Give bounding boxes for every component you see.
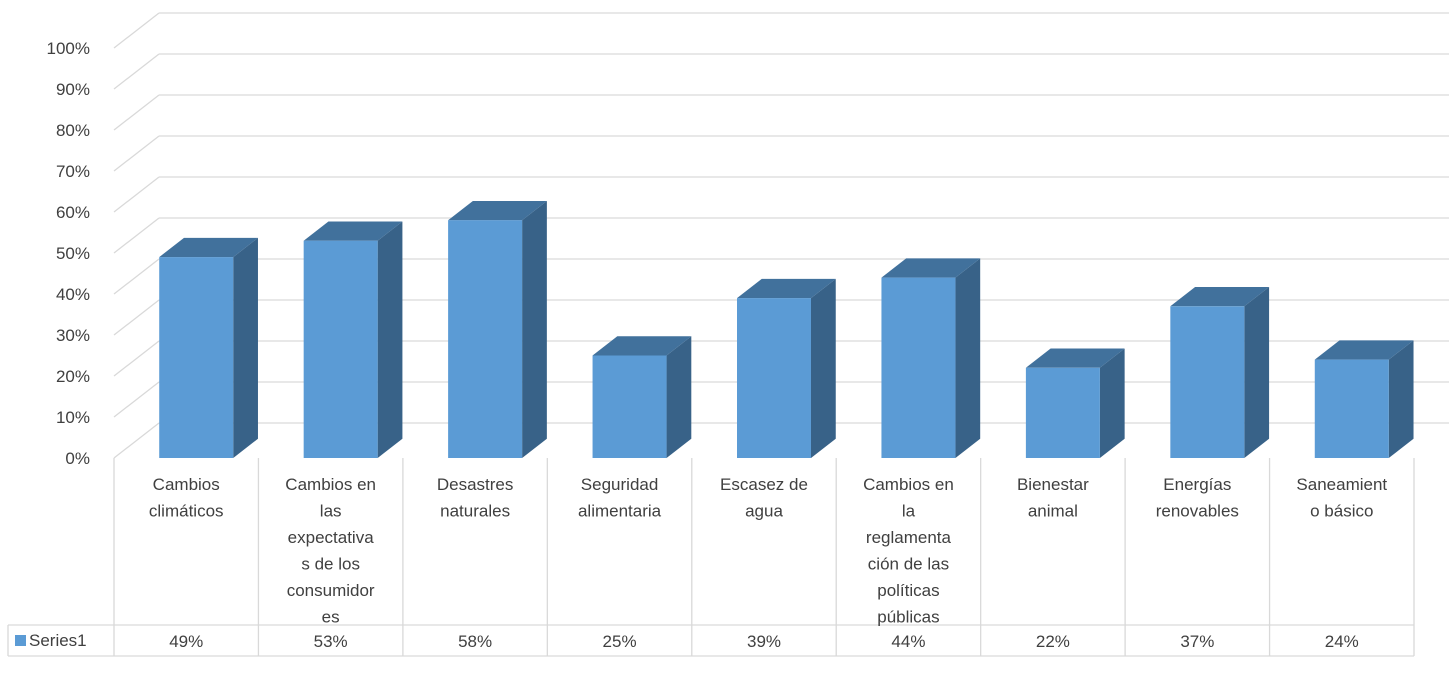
gridline-side [113,94,160,131]
bar [448,200,547,458]
x-tick-label: Escasez de agua [720,475,808,521]
gridline-side [113,135,160,172]
bar [1314,340,1414,458]
y-tick-label: 20% [56,367,90,386]
data-table: Cambios climáticos Cambios en las expectativ… [7,458,1415,657]
x-tick-label: Desastres naturales [437,475,514,521]
bar [737,278,836,458]
x-tick-label: Saneamient o básico [1296,475,1387,521]
data-label: 44% [891,632,925,651]
x-tick-label: Cambios en la reglamenta ción de las polític… [863,475,954,627]
bars [159,200,1414,458]
bar-top [1025,348,1125,368]
y-tick-label: 80% [56,121,90,140]
bar-side [811,278,836,458]
bar-side [233,237,258,458]
gridline-side [113,217,160,254]
bar-front [303,240,378,458]
bar-top [448,200,547,221]
y-tick-label: 100% [47,39,90,58]
bar-side [377,221,403,458]
x-tick-label: Cambios climáticos [149,475,224,521]
bar [303,221,403,458]
gridline-side [113,12,160,49]
y-tick-label: 40% [56,285,90,304]
bar-top [592,336,692,356]
bar-front [448,220,523,458]
gridline-side [113,340,160,377]
bar-top [159,237,258,258]
gridline-side [113,176,160,213]
y-tick-label: 70% [56,162,90,181]
legend-series-name: Series1 [29,631,87,650]
bar-front [1025,367,1100,458]
y-tick-label: 10% [56,408,90,427]
data-label: 49% [169,632,203,651]
bar-side [955,258,981,458]
bar-top [303,221,403,241]
data-label: 25% [603,632,637,651]
bar-front [1314,359,1389,458]
data-label: 37% [1180,632,1214,651]
y-axis: 0% 10% 20% 30% 40% 50% 60% 70% 80% 90% 100% [47,39,90,468]
bar [592,336,692,458]
bar-top [737,278,836,299]
bar-top [1314,340,1414,360]
bar-side [666,336,692,458]
bar-side [1244,287,1270,458]
bar [881,258,981,458]
bar-top [1170,287,1270,307]
bar [159,237,258,458]
y-tick-label: 60% [56,203,90,222]
x-tick-label: Cambios en las expectativa s de los consumid… [285,475,376,627]
data-label: 53% [314,632,348,651]
data-label: 24% [1325,632,1359,651]
bar-top [881,258,981,278]
gridline-side [113,53,160,90]
bar-side [1388,340,1414,458]
data-label: 39% [747,632,781,651]
gridline-side [113,381,160,418]
x-tick-label: Seguridad alimentaria [578,475,662,521]
gridline-side [113,299,160,336]
bar [1025,348,1125,458]
bar-front [159,257,234,458]
bar-front [881,277,956,458]
y-tick-label: 0% [65,449,90,468]
data-label: 22% [1036,632,1070,651]
x-tick-label: Bienestar animal [1017,475,1089,521]
data-label: 58% [458,632,492,651]
y-tick-label: 30% [56,326,90,345]
bar-side [1099,348,1125,458]
legend-key [15,635,26,646]
gridline-side [113,422,160,459]
x-tick-label: Energías renovables [1156,475,1239,521]
bar-side [522,200,547,458]
bar [1170,287,1270,458]
bar-front [737,298,811,458]
y-tick-label: 90% [56,80,90,99]
bar-front [592,355,667,458]
gridline-side [113,258,160,295]
y-tick-label: 50% [56,244,90,263]
bar-front [1170,306,1245,458]
